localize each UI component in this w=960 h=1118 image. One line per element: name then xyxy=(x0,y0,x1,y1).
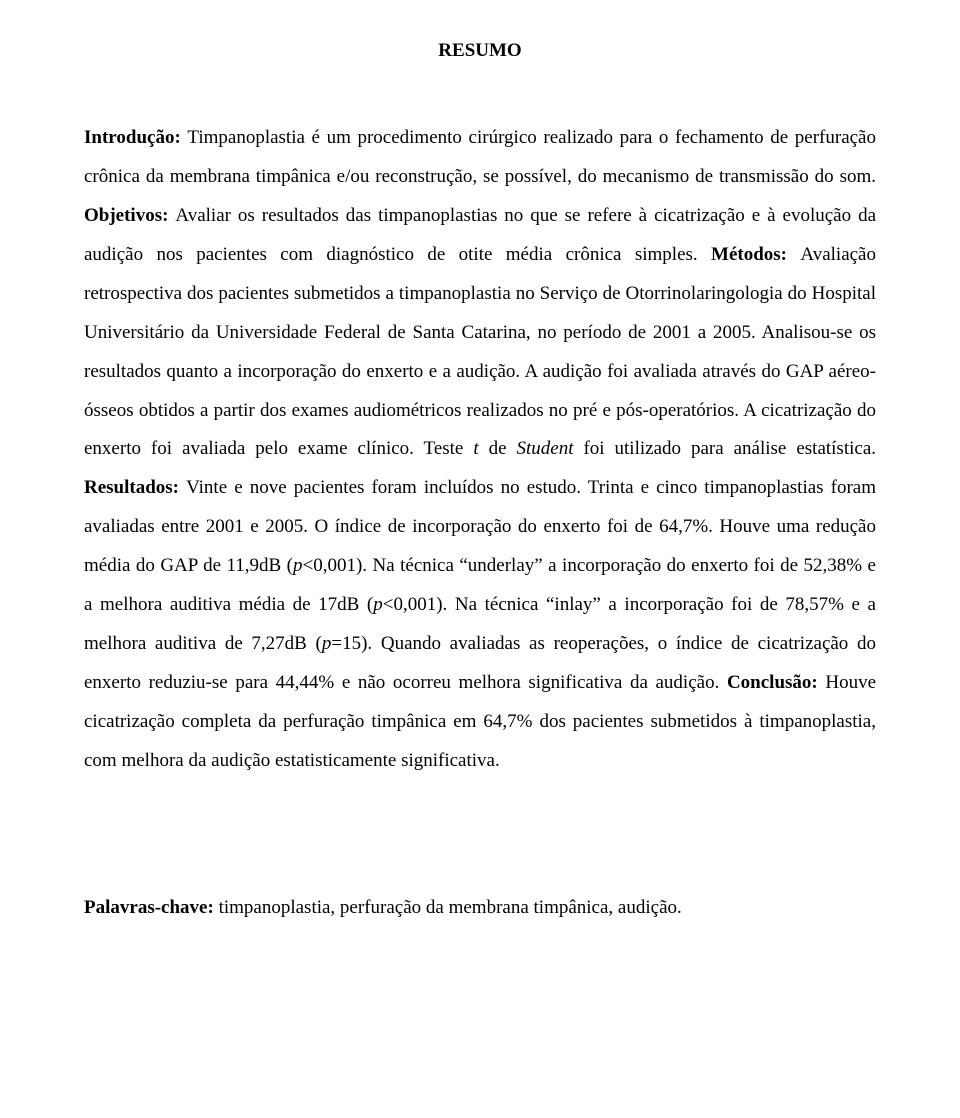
abstract-italic-run: Student xyxy=(516,438,573,459)
document-page: RESUMO Introdução: Timpanoplastia é um p… xyxy=(0,0,960,1118)
abstract-label: Objetivos: xyxy=(84,205,175,226)
abstract-italic-run: p xyxy=(293,555,303,576)
abstract-text-run: de xyxy=(479,438,517,459)
keywords-text: timpanoplastia, perfuração da membrana t… xyxy=(219,897,682,918)
abstract-text-run xyxy=(698,244,711,265)
abstract-text-run: foi utilizado para análise estatística. xyxy=(573,438,876,459)
abstract-label: Resultados: xyxy=(84,477,186,498)
abstract-label: Introdução: xyxy=(84,127,187,148)
abstract-label: Conclusão: xyxy=(727,672,825,693)
abstract-text-run: Timpanoplastia é um procedimento cirúrgi… xyxy=(84,127,876,187)
keywords-label: Palavras-chave: xyxy=(84,897,219,918)
abstract-italic-run: p xyxy=(322,633,332,654)
abstract-text-run: Avaliação retrospectiva dos pacientes su… xyxy=(84,244,876,460)
keywords-line: Palavras-chave: timpanoplastia, perfuraç… xyxy=(84,889,876,928)
abstract-label: Métodos: xyxy=(711,244,800,265)
abstract-body: Introdução: Timpanoplastia é um procedim… xyxy=(84,119,876,781)
abstract-italic-run: p xyxy=(373,594,383,615)
section-title: RESUMO xyxy=(84,32,876,71)
abstract-text-run xyxy=(719,672,727,693)
